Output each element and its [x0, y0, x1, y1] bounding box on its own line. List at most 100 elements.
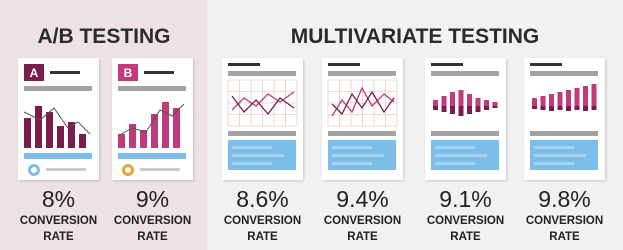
deco-bar	[467, 94, 472, 106]
deco-bar	[540, 96, 546, 106]
deco-bar	[458, 90, 464, 106]
caption: CONVERSION	[224, 215, 301, 227]
deco-line	[118, 86, 186, 91]
badge-box	[24, 64, 44, 81]
deco-line	[534, 154, 586, 157]
deco-bar	[591, 106, 597, 110]
deco-line	[332, 146, 372, 149]
caption: RATE	[247, 231, 278, 243]
deco-line	[530, 131, 598, 136]
deco-line	[331, 90, 395, 116]
deco-line	[328, 71, 396, 76]
variant-card: B 9% CONVERSION RATE	[112, 58, 193, 243]
deco-bar	[574, 106, 580, 110]
deco-bar	[540, 106, 546, 110]
deco-line	[328, 63, 360, 66]
caption: RATE	[347, 231, 378, 243]
deco-line	[431, 63, 463, 66]
deco-line	[435, 146, 475, 149]
deco-bar	[433, 100, 438, 106]
deco-line	[534, 162, 574, 165]
deco-donut	[122, 164, 134, 176]
caption: CONVERSION	[526, 215, 603, 227]
deco-line	[228, 131, 296, 136]
caption: CONVERSION	[114, 215, 191, 227]
caption: RATE	[450, 231, 481, 243]
deco-bar	[484, 106, 489, 110]
deco-line	[228, 63, 260, 66]
deco-bar	[57, 126, 64, 148]
deco-bar	[591, 84, 597, 106]
deco-bar	[140, 130, 147, 148]
deco-line	[332, 162, 372, 165]
deco-bar	[24, 153, 92, 159]
deco-line	[431, 71, 499, 76]
variant-card: A 8% CONVERSION RATE	[18, 58, 99, 243]
deco-bar	[24, 118, 31, 148]
deco-line	[117, 103, 185, 137]
deco-bar	[441, 106, 447, 112]
deco-line	[228, 71, 296, 76]
deco-line	[46, 168, 86, 171]
badge-letter: A	[30, 66, 39, 80]
conversion-rate: 9.1%	[439, 186, 491, 212]
badge-box	[118, 64, 138, 81]
deco-bar	[492, 106, 498, 108]
deco-bar	[574, 88, 580, 106]
deco-line	[328, 131, 396, 136]
deco-bar	[450, 92, 455, 106]
caption: RATE	[549, 231, 580, 243]
deco-line	[435, 154, 487, 157]
deco-bar	[549, 94, 554, 106]
deco-bar	[583, 106, 588, 111]
deco-line	[23, 107, 91, 135]
deco-line	[50, 71, 80, 74]
conversion-rate: 8.6%	[236, 186, 288, 212]
conversion-rate: 8%	[42, 186, 75, 212]
variant-card: 9.8% CONVERSION RATE	[524, 58, 605, 243]
section-title: MULTIVARIATE TESTING	[291, 25, 539, 48]
deco-bar	[532, 106, 537, 109]
deco-bar	[557, 106, 563, 110]
deco-line	[144, 71, 174, 74]
deco-line	[331, 86, 395, 117]
deco-bar	[35, 106, 42, 148]
deco-bar	[492, 102, 498, 106]
caption: CONVERSION	[20, 215, 97, 227]
deco-bar	[441, 96, 447, 106]
deco-bar	[450, 106, 455, 114]
deco-bar	[467, 106, 472, 114]
deco-bar	[484, 100, 489, 106]
deco-line	[232, 146, 272, 149]
variant-card: 9.4% CONVERSION RATE	[322, 58, 403, 243]
deco-bar	[557, 92, 563, 106]
deco-line	[534, 146, 574, 149]
badge-letter: B	[124, 66, 133, 80]
deco-line	[435, 162, 475, 165]
deco-bar	[566, 90, 571, 106]
deco-line	[232, 154, 284, 157]
deco-bar	[118, 153, 186, 159]
deco-bar	[129, 124, 136, 148]
deco-line	[530, 71, 598, 76]
deco-bar	[151, 114, 158, 148]
deco-bar	[475, 106, 481, 112]
section-title: A/B TESTING	[37, 25, 170, 48]
deco-bar	[46, 112, 53, 148]
deco-line	[332, 154, 384, 157]
deco-line	[231, 95, 295, 116]
deco-line	[140, 168, 180, 171]
variant-card: 8.6% CONVERSION RATE	[222, 58, 303, 243]
variant-card: 9.1% CONVERSION RATE	[425, 58, 506, 243]
deco-line	[530, 63, 562, 66]
caption: RATE	[43, 231, 74, 243]
deco-donut	[28, 164, 40, 176]
deco-line	[431, 131, 499, 136]
deco-bar	[173, 108, 180, 148]
conversion-rate: 9.4%	[336, 186, 388, 212]
deco-bar	[458, 106, 464, 116]
deco-bar	[566, 106, 571, 111]
deco-bar	[68, 122, 75, 148]
conversion-rate: 9%	[136, 186, 169, 212]
